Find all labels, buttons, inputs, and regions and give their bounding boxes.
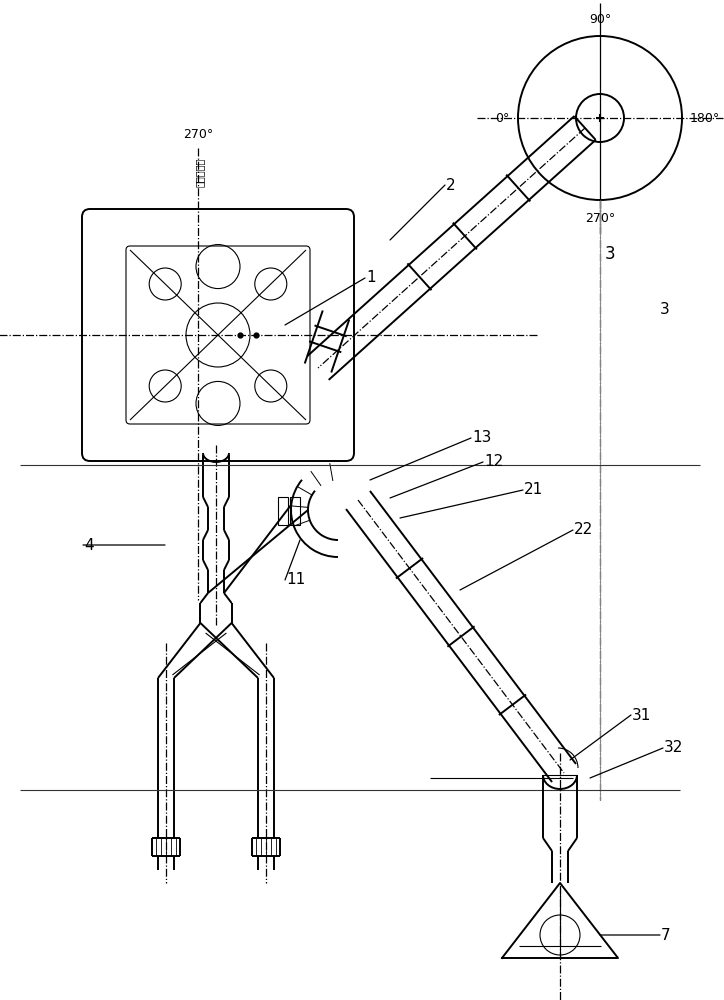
Bar	[290, 497, 300, 525]
Text: 21: 21	[524, 483, 543, 497]
Bar	[278, 497, 288, 525]
Text: 0°: 0°	[496, 111, 510, 124]
Text: 2: 2	[446, 178, 455, 192]
Text: 3: 3	[605, 245, 615, 263]
Text: 炉身中心线: 炉身中心线	[195, 157, 205, 187]
Text: 12: 12	[484, 454, 503, 470]
Text: 32: 32	[664, 740, 683, 756]
Text: 22: 22	[574, 522, 593, 538]
Text: 270°: 270°	[585, 212, 615, 225]
Text: 7: 7	[661, 928, 670, 942]
Text: 31: 31	[632, 708, 652, 722]
Text: 1: 1	[366, 270, 376, 286]
Text: 90°: 90°	[589, 13, 611, 26]
Text: 4: 4	[84, 538, 93, 552]
Text: 270°: 270°	[183, 128, 213, 141]
Text: 13: 13	[472, 430, 492, 446]
Text: 180°: 180°	[690, 111, 720, 124]
Text: 11: 11	[286, 572, 306, 587]
Text: 3: 3	[660, 302, 670, 318]
